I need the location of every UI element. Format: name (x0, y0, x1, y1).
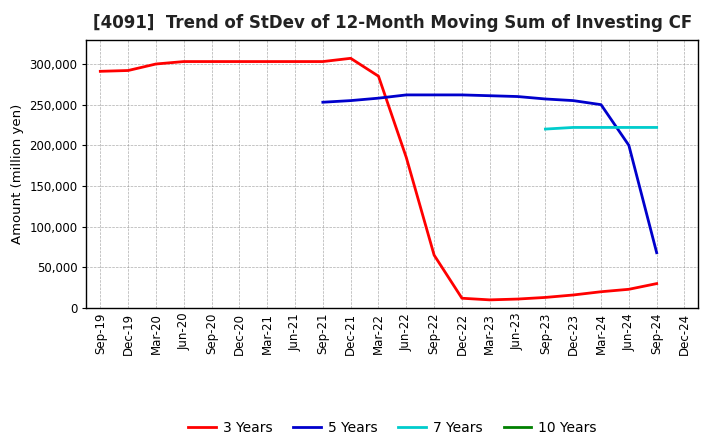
7 Years (652, 125, 661, 130)
3 Years (179, 59, 188, 64)
5 Years (374, 95, 383, 101)
7 Years (541, 126, 550, 132)
3 Years (346, 56, 355, 61)
3 Years (513, 297, 522, 302)
Line: 7 Years: 7 Years (546, 128, 657, 129)
3 Years (235, 59, 243, 64)
7 Years (569, 125, 577, 130)
3 Years (458, 296, 467, 301)
3 Years (402, 155, 410, 160)
3 Years (318, 59, 327, 64)
5 Years (346, 98, 355, 103)
3 Years (652, 281, 661, 286)
3 Years (207, 59, 216, 64)
3 Years (597, 289, 606, 294)
7 Years (624, 125, 633, 130)
5 Years (569, 98, 577, 103)
Legend: 3 Years, 5 Years, 7 Years, 10 Years: 3 Years, 5 Years, 7 Years, 10 Years (182, 415, 603, 440)
3 Years (485, 297, 494, 303)
3 Years (374, 73, 383, 79)
3 Years (569, 292, 577, 297)
5 Years (402, 92, 410, 98)
3 Years (152, 61, 161, 66)
5 Years (513, 94, 522, 99)
Title: [4091]  Trend of StDev of 12-Month Moving Sum of Investing CF: [4091] Trend of StDev of 12-Month Moving… (93, 15, 692, 33)
5 Years (541, 96, 550, 102)
5 Years (624, 143, 633, 148)
Y-axis label: Amount (million yen): Amount (million yen) (11, 104, 24, 244)
3 Years (96, 69, 104, 74)
7 Years (597, 125, 606, 130)
3 Years (263, 59, 271, 64)
3 Years (291, 59, 300, 64)
5 Years (430, 92, 438, 98)
3 Years (430, 253, 438, 258)
Line: 5 Years: 5 Years (323, 95, 657, 253)
3 Years (541, 295, 550, 300)
5 Years (597, 102, 606, 107)
5 Years (485, 93, 494, 99)
Line: 3 Years: 3 Years (100, 59, 657, 300)
5 Years (318, 99, 327, 105)
3 Years (624, 286, 633, 292)
5 Years (458, 92, 467, 98)
3 Years (124, 68, 132, 73)
5 Years (652, 250, 661, 255)
